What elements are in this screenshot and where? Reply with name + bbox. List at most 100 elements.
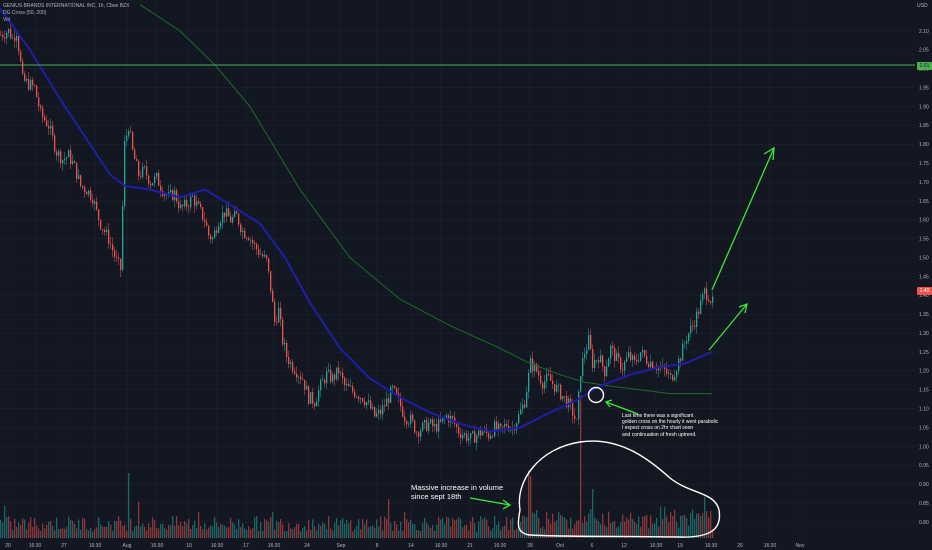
candle-body — [368, 400, 370, 403]
volume-label: Vol — [3, 17, 10, 23]
volume-bar — [12, 529, 14, 538]
volume-bar — [178, 525, 180, 538]
volume-bar — [254, 517, 256, 538]
volume-bar — [190, 528, 192, 538]
y-tick-label: 1.00 — [919, 444, 929, 450]
candle-body — [284, 342, 286, 345]
candle-body — [184, 199, 186, 207]
candle-body — [668, 373, 670, 374]
volume-bar — [568, 528, 570, 538]
candle-body — [252, 239, 254, 244]
volume-bar — [326, 528, 328, 538]
candle-body — [518, 414, 520, 424]
volume-bar — [78, 519, 80, 538]
volume-bar — [378, 526, 380, 538]
candle-body — [248, 238, 250, 241]
volume-bar — [468, 530, 470, 538]
arrow-to-cross[interactable] — [605, 401, 639, 415]
volume-bar — [102, 526, 104, 538]
candle-body — [132, 132, 134, 150]
candle-body — [142, 166, 144, 177]
y-tick-label: 0.80 — [919, 520, 929, 526]
y-tick-label: 0.90 — [919, 482, 929, 488]
volume-bar — [0, 519, 2, 538]
candle-body — [228, 208, 230, 217]
candle-body — [464, 433, 466, 436]
arrow-up-small[interactable] — [708, 303, 748, 351]
volume-bar — [642, 516, 644, 538]
candle-body — [202, 207, 204, 220]
volume-bar — [538, 518, 540, 538]
volume-bar — [594, 517, 596, 538]
candle-body — [580, 376, 582, 392]
volume-bar — [600, 524, 602, 538]
volume-bar — [46, 524, 48, 538]
arrowhead-up-big — [763, 146, 775, 161]
x-tick-label: 16:30 — [435, 543, 448, 549]
volume-bar — [430, 528, 432, 538]
candle-body — [366, 402, 368, 406]
candle-body — [526, 391, 528, 408]
candle-body — [120, 258, 122, 270]
candle-body — [396, 388, 398, 394]
candle-body — [376, 413, 378, 417]
volume-bar — [438, 516, 440, 538]
volume-bar — [490, 530, 492, 538]
volume-bar — [662, 519, 664, 538]
volume-bar — [582, 522, 584, 538]
candle-body — [200, 203, 202, 208]
candle-body — [424, 420, 426, 423]
volume-bar — [522, 515, 524, 538]
candle-body — [18, 36, 20, 52]
volume-bar — [108, 521, 110, 538]
volume-bar — [104, 526, 106, 538]
golden-cross-circle[interactable] — [587, 386, 605, 404]
volume-bar — [512, 517, 514, 538]
candle-body — [358, 396, 360, 400]
candle-body — [416, 432, 418, 434]
candle-body — [516, 423, 518, 431]
volume-bar — [206, 529, 208, 538]
volume-bar — [412, 523, 414, 538]
y-tick-label: 1.55 — [919, 237, 929, 243]
volume-note-line: since sept 18th — [411, 492, 462, 501]
volume-bar — [16, 526, 18, 538]
arrow-to-volume[interactable] — [469, 497, 511, 506]
candle-body — [30, 80, 32, 90]
candle-body — [452, 416, 454, 418]
arrow-up-big[interactable] — [711, 147, 775, 291]
volume-bar — [372, 525, 374, 538]
candle-body — [438, 419, 440, 432]
candle-body — [92, 199, 94, 204]
y-tick-label: 1.85 — [919, 123, 929, 129]
candle-body — [704, 288, 706, 294]
candle-body — [158, 173, 160, 186]
volume-bar — [24, 519, 26, 538]
volume-bar — [550, 523, 552, 538]
candle-body — [602, 355, 604, 367]
volume-bar — [632, 519, 634, 538]
candle-body — [244, 230, 246, 238]
candle-body — [624, 361, 626, 371]
y-tick-label: 1.40 — [919, 293, 929, 299]
y-tick-label: 0.85 — [919, 501, 929, 507]
volume-bar — [294, 527, 296, 538]
annotation-drawings[interactable] — [469, 146, 775, 538]
volume-bar — [132, 531, 134, 538]
volume-bar — [6, 516, 8, 538]
volume-bar — [100, 524, 102, 538]
candle-body — [300, 376, 302, 380]
volume-bar — [458, 517, 460, 538]
volume-highlight-loop[interactable] — [517, 440, 721, 538]
candle-body — [326, 371, 328, 384]
volume-bar — [450, 526, 452, 538]
volume-bar — [32, 527, 34, 538]
volume-bar — [360, 529, 362, 538]
volume-bar — [10, 521, 12, 538]
y-tick-label: 1.65 — [919, 199, 929, 205]
candle-body — [458, 426, 460, 435]
volume-bar — [588, 513, 590, 538]
candle-body — [236, 211, 238, 214]
candle-body — [644, 350, 646, 356]
